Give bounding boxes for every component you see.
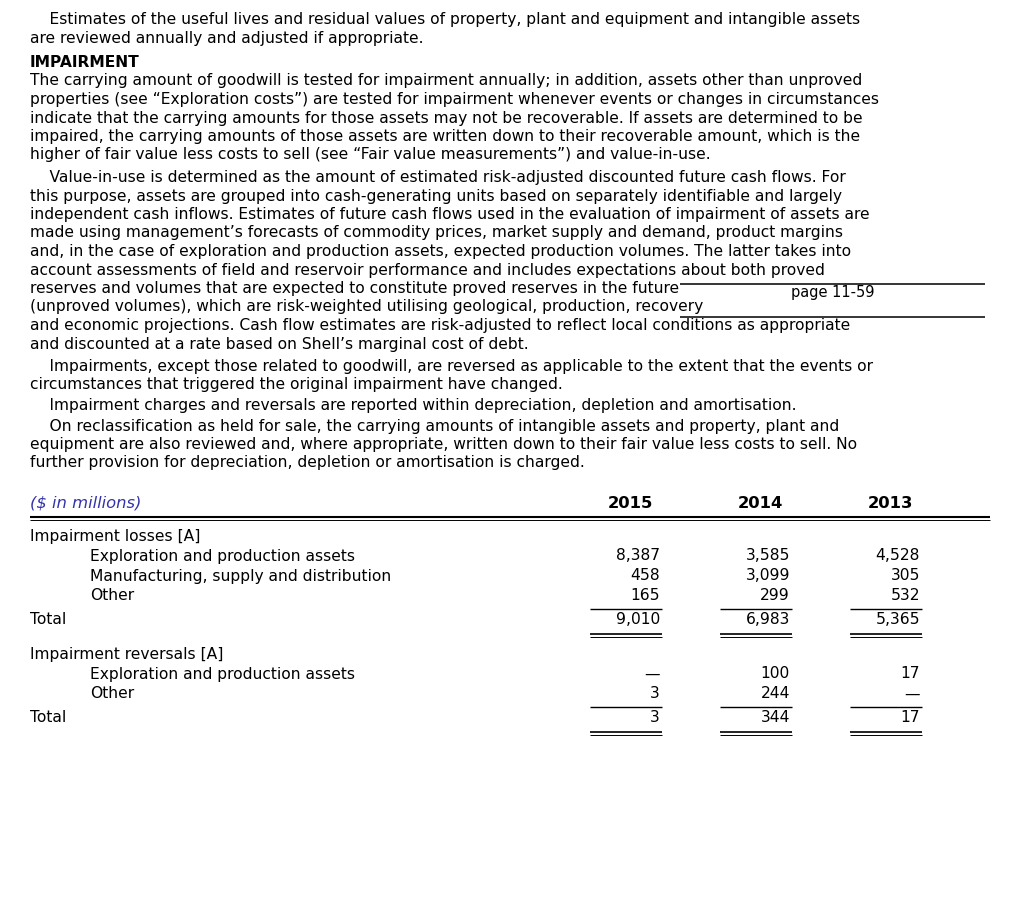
Text: circumstances that triggered the original impairment have changed.: circumstances that triggered the origina… [30, 378, 563, 392]
Text: 3,585: 3,585 [745, 548, 790, 564]
Text: 2015: 2015 [607, 496, 652, 511]
Text: and economic projections. Cash flow estimates are risk-adjusted to reflect local: and economic projections. Cash flow esti… [30, 318, 850, 333]
Text: impaired, the carrying amounts of those assets are written down to their recover: impaired, the carrying amounts of those … [30, 129, 860, 144]
Text: ($ in millions): ($ in millions) [30, 496, 141, 511]
Text: 6,983: 6,983 [745, 613, 790, 628]
Text: further provision for depreciation, depletion or amortisation is charged.: further provision for depreciation, depl… [30, 455, 585, 471]
Text: this purpose, assets are grouped into cash-generating units based on separately : this purpose, assets are grouped into ca… [30, 188, 842, 203]
Text: (unproved volumes), which are risk-weighted utilising geological, production, re: (unproved volumes), which are risk-weigh… [30, 299, 703, 315]
Text: Impairments, except those related to goodwill, are reversed as applicable to the: Impairments, except those related to goo… [30, 359, 873, 374]
Text: 305: 305 [891, 569, 920, 583]
Text: and, in the case of exploration and production assets, expected production volum: and, in the case of exploration and prod… [30, 244, 851, 259]
Text: 5,365: 5,365 [876, 613, 920, 628]
Text: Manufacturing, supply and distribution: Manufacturing, supply and distribution [90, 569, 391, 583]
Text: On reclassification as held for sale, the carrying amounts of intangible assets : On reclassification as held for sale, th… [30, 418, 840, 434]
Text: equipment are also reviewed and, where appropriate, written down to their fair v: equipment are also reviewed and, where a… [30, 437, 857, 452]
Text: independent cash inflows. Estimates of future cash flows used in the evaluation : independent cash inflows. Estimates of f… [30, 207, 869, 222]
Text: 17: 17 [900, 666, 920, 681]
Text: Other: Other [90, 687, 134, 701]
Text: 3,099: 3,099 [745, 569, 790, 583]
Text: Estimates of the useful lives and residual values of property, plant and equipme: Estimates of the useful lives and residu… [30, 12, 860, 27]
Text: 4,528: 4,528 [876, 548, 920, 564]
Text: The carrying amount of goodwill is tested for impairment annually; in addition, : The carrying amount of goodwill is teste… [30, 74, 862, 89]
Text: 299: 299 [760, 589, 790, 604]
Text: 100: 100 [761, 666, 790, 681]
Text: Impairment charges and reversals are reported within depreciation, depletion and: Impairment charges and reversals are rep… [30, 398, 797, 413]
Text: Total: Total [30, 711, 67, 725]
Text: 2013: 2013 [867, 496, 912, 511]
Text: account assessments of field and reservoir performance and includes expectations: account assessments of field and reservo… [30, 262, 825, 278]
Text: 8,387: 8,387 [615, 548, 660, 564]
Text: Exploration and production assets: Exploration and production assets [90, 666, 355, 681]
Text: 3: 3 [650, 711, 660, 725]
Text: IMPAIRMENT: IMPAIRMENT [30, 55, 139, 70]
Text: Other: Other [90, 589, 134, 604]
Text: properties (see “Exploration costs”) are tested for impairment whenever events o: properties (see “Exploration costs”) are… [30, 92, 879, 107]
Text: 244: 244 [761, 687, 790, 701]
Text: Value-in-use is determined as the amount of estimated risk-adjusted discounted f: Value-in-use is determined as the amount… [30, 170, 846, 185]
Text: 17: 17 [900, 711, 920, 725]
Text: Total: Total [30, 613, 67, 628]
Text: page 11-59: page 11-59 [791, 285, 874, 300]
Text: —: — [644, 666, 660, 681]
Text: made using management’s forecasts of commodity prices, market supply and demand,: made using management’s forecasts of com… [30, 225, 843, 241]
Text: 532: 532 [891, 589, 920, 604]
Text: are reviewed annually and adjusted if appropriate.: are reviewed annually and adjusted if ap… [30, 30, 424, 45]
Text: 344: 344 [761, 711, 790, 725]
Text: —: — [904, 687, 920, 701]
Text: 165: 165 [631, 589, 660, 604]
Text: Exploration and production assets: Exploration and production assets [90, 548, 355, 564]
Text: 9,010: 9,010 [615, 613, 660, 628]
Text: indicate that the carrying amounts for those assets may not be recoverable. If a: indicate that the carrying amounts for t… [30, 111, 862, 126]
Text: reserves and volumes that are expected to constitute proved reserves in the futu: reserves and volumes that are expected t… [30, 281, 679, 296]
Text: Impairment reversals [A]: Impairment reversals [A] [30, 646, 223, 662]
Text: and discounted at a rate based on Shell’s marginal cost of debt.: and discounted at a rate based on Shell’… [30, 337, 528, 352]
Text: 3: 3 [650, 687, 660, 701]
Text: 458: 458 [631, 569, 660, 583]
Text: 2014: 2014 [737, 496, 782, 511]
Text: Impairment losses [A]: Impairment losses [A] [30, 529, 201, 544]
Text: higher of fair value less costs to sell (see “Fair value measurements”) and valu: higher of fair value less costs to sell … [30, 148, 711, 162]
